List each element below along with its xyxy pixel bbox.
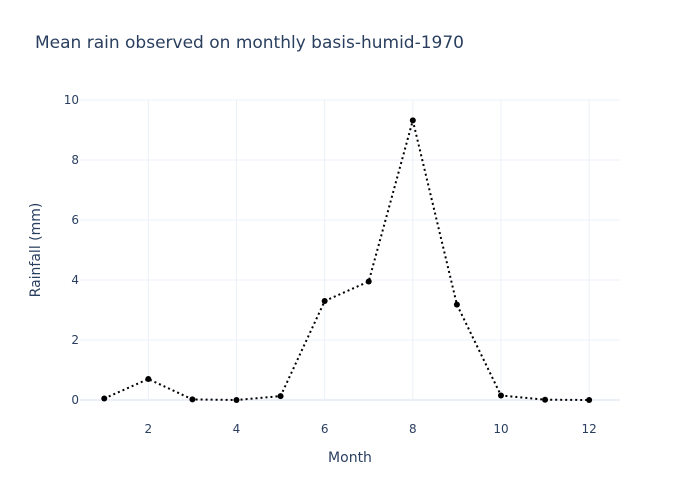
y-tick-label: 8	[71, 153, 79, 167]
data-point	[453, 301, 460, 308]
y-tick-label: 4	[71, 273, 79, 287]
x-axis-title: Month	[328, 450, 372, 466]
y-tick-label: 2	[71, 333, 79, 347]
data-point	[409, 117, 416, 124]
data-point	[233, 397, 240, 403]
series-rainfall	[101, 117, 593, 403]
data-point	[277, 393, 284, 400]
data-point	[189, 396, 196, 403]
x-tick-label: 10	[493, 422, 508, 436]
data-point	[497, 392, 504, 399]
data-point	[365, 278, 372, 285]
series-line	[103, 120, 590, 402]
data-point	[586, 397, 593, 403]
grid-lines	[80, 99, 620, 401]
x-tick-label: 4	[233, 422, 241, 436]
data-point	[542, 396, 549, 403]
x-tick-label: 12	[582, 422, 597, 436]
x-tick-label: 6	[321, 422, 329, 436]
data-point	[145, 376, 152, 382]
data-point	[321, 298, 328, 304]
y-tick-label: 0	[71, 393, 79, 407]
y-tick-label: 10	[64, 93, 79, 107]
y-tick-label: 6	[71, 213, 79, 227]
tick-labels: 0 2 4 6 8 10 2 4 6 8 10 12	[64, 93, 597, 436]
x-tick-label: 8	[409, 422, 417, 436]
chart-title: Mean rain observed on monthly basis-humi…	[35, 33, 464, 53]
x-tick-label: 2	[145, 422, 153, 436]
data-point	[101, 395, 108, 402]
y-axis-title: Rainfall (mm)	[28, 203, 44, 298]
